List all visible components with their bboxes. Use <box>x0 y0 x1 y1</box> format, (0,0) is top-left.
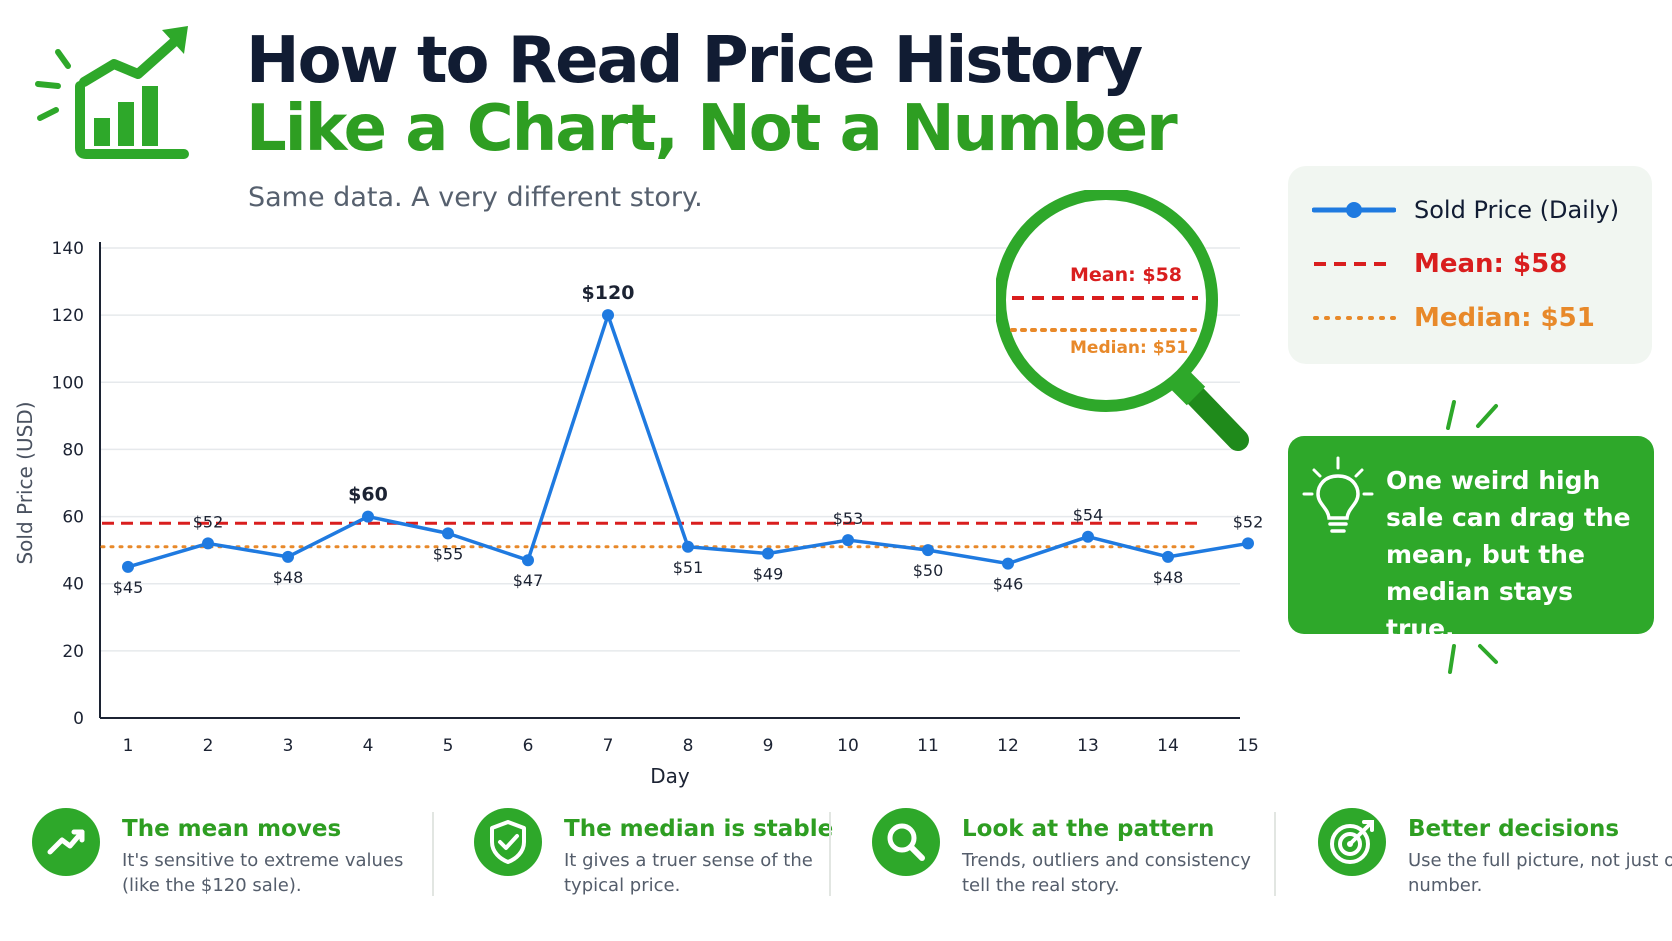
footer-text: It's sensitive to extreme values (like t… <box>122 850 404 896</box>
footer-text: Use the full picture, not just one numbe… <box>1408 850 1672 896</box>
x-tick-label: 2 <box>203 736 214 756</box>
y-tick-label: 140 <box>52 239 84 259</box>
footer-text: Trends, outliers and consistency tell th… <box>962 850 1251 896</box>
data-point <box>682 540 694 553</box>
data-point <box>842 534 854 547</box>
y-tick-label: 0 <box>73 709 84 729</box>
x-tick-label: 13 <box>1077 736 1099 756</box>
page-subtitle: Same data. A very different story. <box>248 182 703 213</box>
page-title-line2: Like a Chart, Not a Number <box>246 92 1178 166</box>
data-point <box>922 544 934 557</box>
data-label: $52 <box>1233 512 1264 531</box>
y-tick-label: 80 <box>62 440 84 460</box>
data-point <box>602 309 614 322</box>
dotted-line-icon <box>1313 316 1396 320</box>
spark-icon <box>1446 400 1498 430</box>
x-tick-label: 15 <box>1237 736 1259 756</box>
data-label: $53 <box>833 509 864 528</box>
data-label: $46 <box>993 575 1024 594</box>
data-point <box>202 537 214 550</box>
x-axis-label: Day <box>650 764 690 788</box>
data-label: $60 <box>348 484 388 506</box>
data-point <box>122 560 134 573</box>
y-tick-label: 40 <box>62 575 84 595</box>
data-label: $47 <box>513 571 544 590</box>
x-tick-label: 1 <box>123 736 134 756</box>
data-label: $49 <box>753 565 784 584</box>
x-tick-label: 4 <box>363 736 374 756</box>
data-label: $55 <box>433 544 464 563</box>
page-title-line1: How to Read Price History <box>246 24 1143 98</box>
y-tick-label: 60 <box>62 508 84 528</box>
footer-text: It gives a truer sense of the typical pr… <box>564 850 813 896</box>
y-tick-label: 120 <box>52 306 84 326</box>
x-tick-label: 5 <box>443 736 454 756</box>
data-label: $51 <box>673 558 704 577</box>
data-point <box>362 510 374 523</box>
shield-check-icon <box>474 808 542 876</box>
search-icon <box>872 808 940 876</box>
x-tick-label: 9 <box>763 736 774 756</box>
data-point <box>762 547 774 560</box>
data-label: $48 <box>1153 568 1184 587</box>
data-point <box>442 527 454 540</box>
x-tick-label: 7 <box>603 736 614 756</box>
data-point <box>1162 550 1174 563</box>
y-tick-label: 20 <box>62 642 84 662</box>
data-point <box>1242 537 1254 550</box>
data-point <box>1082 530 1094 543</box>
magnifier-icon <box>996 190 1249 451</box>
dashed-line-icon <box>1314 262 1394 266</box>
x-tick-label: 6 <box>523 736 534 756</box>
data-label: $45 <box>113 578 144 597</box>
rising-chart-logo-icon <box>35 26 189 159</box>
x-tick-label: 11 <box>917 736 939 756</box>
footer-title: The median is stable <box>564 816 834 842</box>
legend-item-mean: Mean: $58 <box>1312 244 1567 284</box>
x-tick-label: 10 <box>837 736 859 756</box>
legend-item-median: Median: $51 <box>1312 298 1595 338</box>
footer-title: Better decisions <box>1408 816 1620 842</box>
x-tick-label: 12 <box>997 736 1019 756</box>
target-icon <box>1318 808 1386 876</box>
magnifier-median-label: Median: $51 <box>1070 338 1189 358</box>
y-tick-label: 100 <box>52 373 84 393</box>
legend-label: Median: $51 <box>1414 303 1595 333</box>
x-tick-label: 3 <box>283 736 294 756</box>
chart-legend: Sold Price (Daily) Mean: $58 Median: $51 <box>1288 166 1652 364</box>
legend-label: Sold Price (Daily) <box>1414 196 1620 224</box>
footer-divider <box>829 812 831 896</box>
y-axis-label: Sold Price (USD) <box>13 401 37 564</box>
data-label: $52 <box>193 512 224 531</box>
legend-label: Mean: $58 <box>1414 249 1568 279</box>
trend-up-icon <box>32 808 100 876</box>
data-label: $54 <box>1073 506 1104 525</box>
spark-icon <box>1448 644 1498 674</box>
legend-item-sold-price: Sold Price (Daily) <box>1312 190 1619 230</box>
data-point <box>522 554 534 567</box>
data-label: $48 <box>273 568 304 587</box>
data-point <box>282 550 294 563</box>
magnifier-mean-label: Mean: $58 <box>1070 264 1183 286</box>
data-point <box>1002 557 1014 570</box>
footer-divider <box>1274 812 1276 896</box>
lightbulb-icon <box>1302 456 1374 533</box>
footer-title: Look at the pattern <box>962 816 1215 842</box>
insight-callout: One weird high sale can drag the mean, b… <box>1288 436 1654 643</box>
data-label: $120 <box>582 282 635 304</box>
x-tick-label: 14 <box>1157 736 1179 756</box>
line-marker-icon <box>1312 202 1396 218</box>
footer-title: The mean moves <box>122 816 342 842</box>
footer-divider <box>432 812 434 896</box>
callout-text: One weird high sale can drag the mean, b… <box>1386 466 1631 643</box>
data-label: $50 <box>913 561 944 580</box>
x-tick-label: 8 <box>683 736 694 756</box>
